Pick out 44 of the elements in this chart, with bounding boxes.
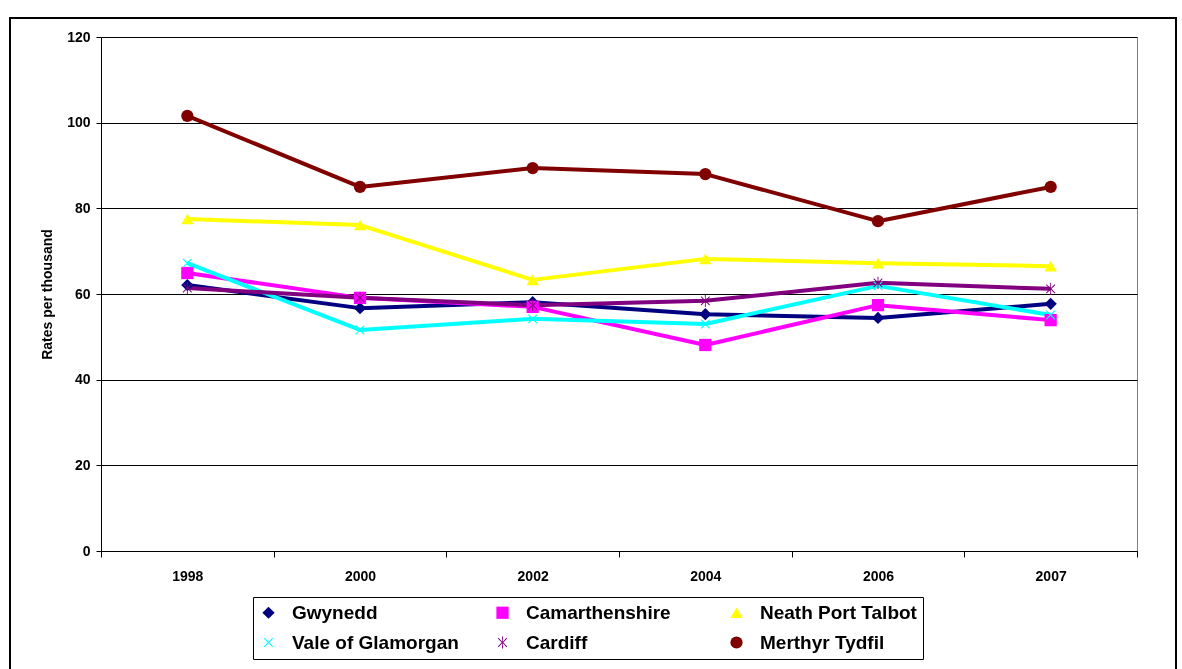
point [526,274,539,286]
point [181,213,194,225]
point [526,161,539,175]
legend-label: Cardiff [526,631,588,653]
point [871,257,885,269]
point [1044,180,1057,194]
y-tick-label: 0 [82,542,91,559]
x-tick-label: 1998 [172,567,204,584]
point [871,299,885,312]
point [182,258,193,268]
y-tick-label: 120 [67,28,91,45]
point [1046,282,1056,295]
point [699,338,712,352]
x-tick-label: 2002 [517,567,549,584]
legend-label: Gwynedd [292,601,378,623]
x-tick-label: 2006 [862,567,895,584]
x-tick-label: 2007 [1035,567,1067,584]
point [1044,260,1057,272]
y-tick-label: 60 [74,285,91,302]
legend-label: Neath Port Talbot [760,601,918,623]
legend-label: Merthyr Tydfil [760,631,885,653]
point [699,253,712,265]
x-tick-label: 2000 [344,567,377,584]
point [700,294,710,307]
legend-label: Vale of Glamorgan [292,631,459,653]
x-tick-label: 2004 [690,567,722,584]
point [353,302,367,315]
y-tick-label: 20 [74,456,91,473]
point [527,314,538,324]
point [871,311,885,325]
point [1045,310,1056,320]
point [1044,297,1057,310]
point [181,266,194,280]
y-tick-label: 80 [74,199,91,216]
y-tick-label: 100 [67,114,91,131]
point [353,180,367,194]
point [353,219,367,231]
point [699,167,712,181]
y-axis-title: Rates per thousand [39,229,56,360]
legend-label: Camarthenshire [526,601,671,623]
point [700,319,711,329]
point [181,109,194,122]
y-tick-label: 40 [74,371,91,388]
point [871,215,885,228]
